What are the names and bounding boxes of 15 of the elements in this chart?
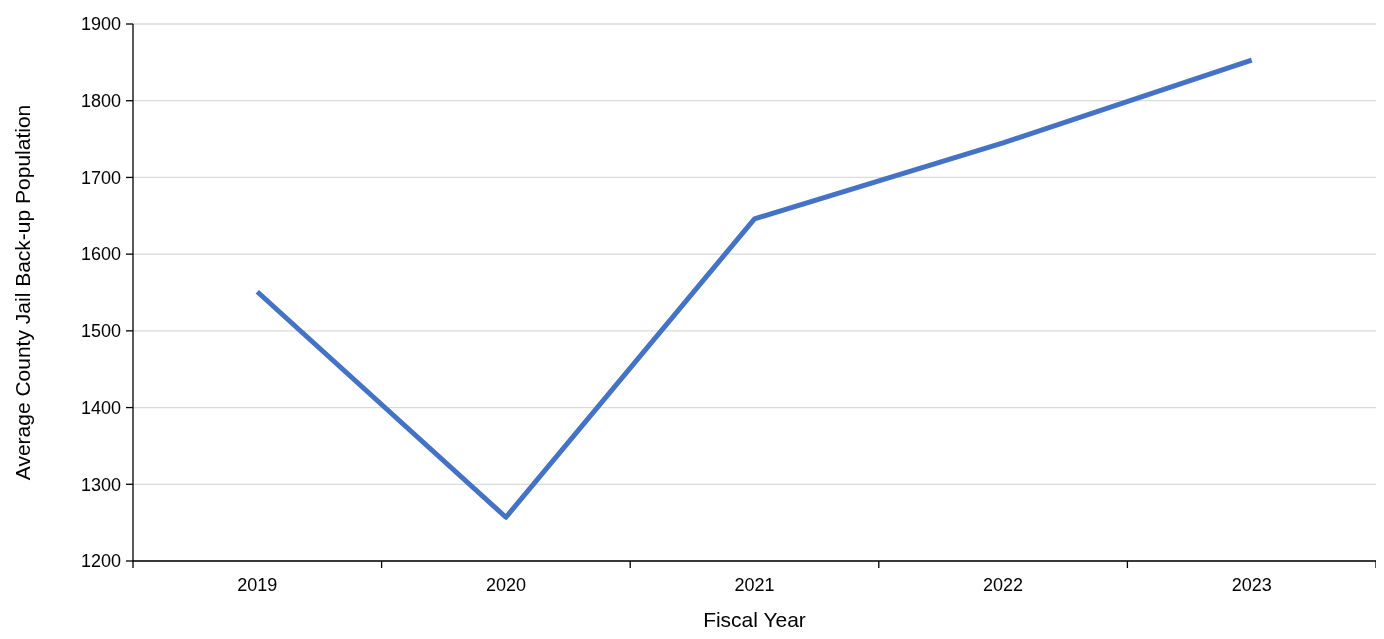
x-tick-label: 2023 <box>1231 575 1272 595</box>
y-tick-label: 1300 <box>80 474 121 495</box>
y-tick-label: 1700 <box>80 167 121 188</box>
y-tick-label: 1800 <box>80 91 121 112</box>
y-tick-label: 1200 <box>80 551 121 572</box>
y-axis-title: Average County Jail Back-up Population <box>11 104 34 481</box>
y-tick-label: 1400 <box>80 397 121 418</box>
y-tick-label: 1600 <box>80 244 121 265</box>
x-tick-label: 2019 <box>237 575 278 595</box>
x-tick-label: 2021 <box>734 575 775 595</box>
x-tick-label: 2020 <box>485 575 526 595</box>
x-tick-label: 2022 <box>983 575 1024 595</box>
y-tick-label: 1900 <box>80 14 121 35</box>
x-axis-title: Fiscal Year <box>703 608 806 631</box>
y-tick-label: 1500 <box>80 321 121 342</box>
